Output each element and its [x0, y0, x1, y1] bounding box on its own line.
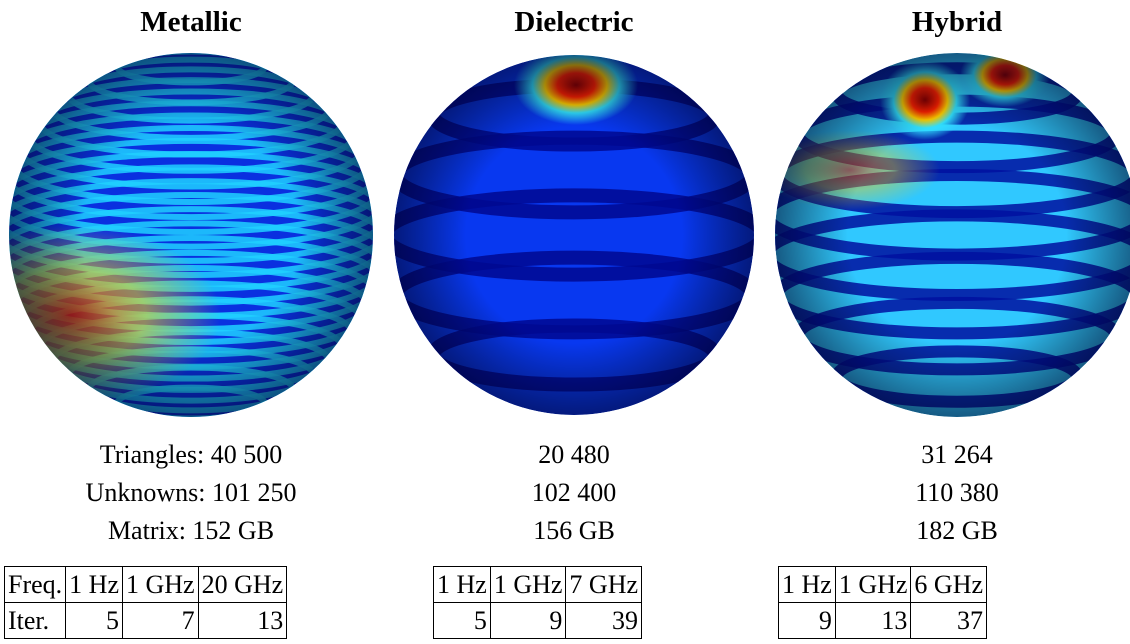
stat-line: 156 GB [384, 516, 764, 546]
table-cell: 1 Hz [779, 567, 836, 603]
table-cell: 1 Hz [66, 567, 123, 603]
sphere [0, 52, 382, 419]
table-cell: 20 GHz [198, 567, 287, 603]
table-cell: 7 GHz [566, 567, 642, 603]
stat-line: 20 480 [384, 440, 764, 470]
table-cell: Freq. [5, 567, 66, 603]
sphere [760, 43, 1130, 417]
table-cell: 5 [434, 603, 491, 639]
table-cell: 13 [198, 603, 287, 639]
spheres [0, 0, 1130, 440]
panel-title: Hybrid [767, 6, 1130, 39]
table-cell: 37 [911, 603, 987, 639]
table-cell: 1 GHz [490, 567, 566, 603]
table-cell: 6 GHz [911, 567, 987, 603]
sphere-shade [9, 53, 373, 417]
stat-line: 182 GB [767, 516, 1130, 546]
table-cell: 5 [66, 603, 123, 639]
table-cell: 39 [566, 603, 642, 639]
panel-title: Metallic [1, 6, 381, 39]
table-cell: Iter. [5, 603, 66, 639]
figure: Metallic Triangles: 40 500 Unknowns: 101 2… [0, 0, 1130, 644]
stat-line: Unknowns: 101 250 [1, 478, 381, 508]
stat-line: 102 400 [384, 478, 764, 508]
table-cell: 1 GHz [835, 567, 911, 603]
table-cell: 7 [123, 603, 199, 639]
sphere-shade [775, 53, 1130, 417]
table-cell: 9 [779, 603, 836, 639]
sphere-shade [394, 55, 754, 415]
table-cell: 1 Hz [434, 567, 491, 603]
panel-title: Dielectric [384, 6, 764, 39]
table-cell: 13 [835, 603, 911, 639]
stat-line: 110 380 [767, 478, 1130, 508]
sphere [385, 45, 763, 415]
stat-line: 31 264 [767, 440, 1130, 470]
stat-line: Matrix: 152 GB [1, 516, 381, 546]
table-cell: 1 GHz [123, 567, 199, 603]
table-cell: 9 [490, 603, 566, 639]
stat-line: Triangles: 40 500 [1, 440, 381, 470]
